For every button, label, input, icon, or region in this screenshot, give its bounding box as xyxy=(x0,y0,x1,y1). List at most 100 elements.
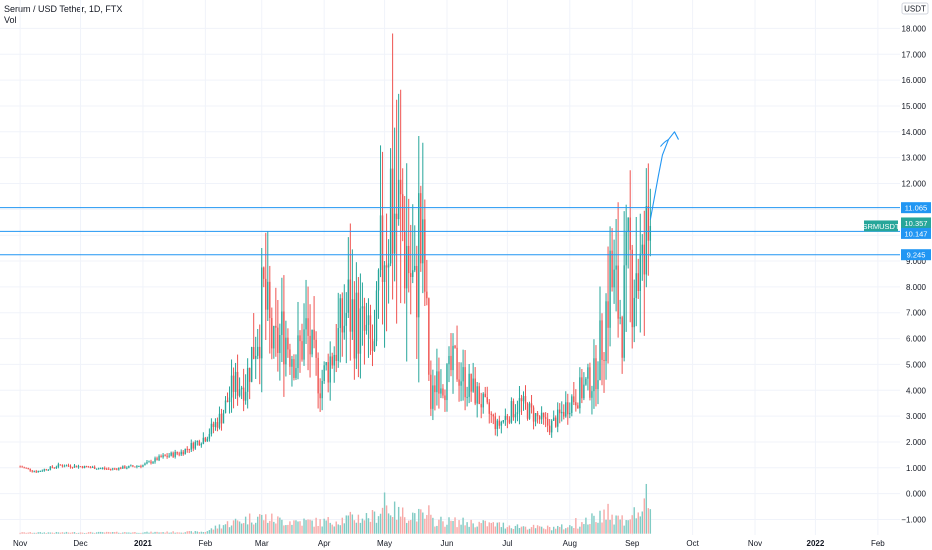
volume-bar xyxy=(420,509,422,534)
price-tag-label: 10.147 xyxy=(905,229,928,238)
candle-body xyxy=(399,179,402,195)
volume-bar xyxy=(162,532,164,534)
candle-body xyxy=(524,396,527,404)
time-axis[interactable]: Nov Dec 2021 Feb Mar Apr May Jun Jul Aug Sep Oct Nov… xyxy=(0,535,932,550)
volume-bar xyxy=(319,519,321,534)
volume-bar xyxy=(170,532,172,534)
arrow-curve xyxy=(649,131,680,220)
candle-body xyxy=(259,346,261,359)
candle-body xyxy=(546,418,549,426)
volume-bar xyxy=(208,530,211,534)
volume-bar xyxy=(603,509,605,534)
volume-bar xyxy=(71,532,74,534)
candle-body xyxy=(51,466,54,468)
volume-bar xyxy=(379,513,382,534)
volume-bar xyxy=(589,524,591,534)
candle-body xyxy=(252,347,255,359)
candle-body xyxy=(273,325,275,349)
candle-body xyxy=(373,341,376,351)
candle-body xyxy=(67,465,70,467)
candle-body xyxy=(311,329,313,355)
candle-body xyxy=(238,389,241,396)
volume-bar xyxy=(416,521,418,534)
volume-bar xyxy=(426,515,428,534)
candle-body xyxy=(53,467,56,469)
arrow-head xyxy=(660,139,669,147)
candle-body xyxy=(130,465,132,467)
candle-body xyxy=(99,468,102,470)
x-tick-label: Aug xyxy=(563,539,577,548)
volume-bar xyxy=(454,517,456,534)
volume-bar xyxy=(53,532,56,534)
volume-bar xyxy=(232,520,235,534)
candle-body xyxy=(496,420,499,430)
volume-bar xyxy=(178,532,180,534)
volume-bar xyxy=(311,520,313,534)
volume-bar xyxy=(446,524,448,534)
volume-bar xyxy=(542,528,545,534)
x-tick-label: 2022 xyxy=(807,539,825,548)
candle-body xyxy=(637,273,639,291)
candle-body xyxy=(93,466,96,469)
volume-bar xyxy=(391,517,394,534)
candle-body xyxy=(550,420,553,433)
volume-bar xyxy=(637,512,639,534)
volume-bar xyxy=(452,520,454,534)
volume-bar xyxy=(371,510,374,534)
volume-bar xyxy=(212,529,215,534)
candle-body xyxy=(299,335,301,342)
volume-bar xyxy=(186,531,188,534)
candle-body xyxy=(571,396,573,413)
candle-body xyxy=(605,301,607,362)
volume-bar xyxy=(190,531,192,534)
candle-body xyxy=(234,371,237,392)
candle-body xyxy=(313,329,315,340)
candle-body xyxy=(478,386,480,405)
candle-body xyxy=(462,367,464,382)
volume-bar xyxy=(534,528,537,534)
candle-body xyxy=(178,453,180,455)
chart-legend: Serum / USD Tether, 1D, FTX Vol xyxy=(4,4,122,26)
volume-bar xyxy=(41,532,43,534)
candle-body xyxy=(152,461,154,464)
volume-bar xyxy=(267,522,269,534)
candle-body xyxy=(23,467,25,469)
volume-bar xyxy=(488,522,490,534)
candle-body xyxy=(536,413,539,417)
price-axis[interactable]: USDT 18.000 17.000 16.000 15.000 14.000 13.000… xyxy=(900,0,932,535)
candle-body xyxy=(363,306,366,331)
candle-body xyxy=(534,413,537,422)
volume-bar xyxy=(418,508,420,534)
volume-bar xyxy=(228,527,231,534)
volume-bar xyxy=(206,531,209,534)
candle-body xyxy=(224,400,227,414)
candle-body xyxy=(504,415,507,421)
volume-bar xyxy=(597,522,599,534)
candle-body xyxy=(526,403,529,419)
volume-bar xyxy=(478,521,480,534)
symbol-title: Serum / USD Tether, 1D, FTX xyxy=(4,4,123,14)
volume-bar xyxy=(347,515,350,534)
volume-bar xyxy=(492,522,494,534)
volume-bar xyxy=(613,524,615,534)
volume-bar xyxy=(75,532,78,534)
volume-bar xyxy=(269,520,271,534)
candle-body xyxy=(190,443,192,450)
volume-bar xyxy=(293,520,295,534)
x-tick-label: Nov xyxy=(13,539,27,548)
volume-bar xyxy=(63,532,66,534)
candle-body xyxy=(208,433,211,439)
volume-bar xyxy=(194,531,197,534)
volume-bar xyxy=(172,531,174,534)
candle-body xyxy=(339,298,341,329)
candle-body xyxy=(202,437,205,444)
volume-bar xyxy=(287,524,289,534)
volume-bar xyxy=(67,532,70,534)
volume-bar xyxy=(625,520,627,534)
volume-bar xyxy=(168,532,170,534)
x-tick-label: Jul xyxy=(502,539,512,548)
candle-body xyxy=(83,465,86,469)
candle-body xyxy=(468,373,470,397)
volume-bar xyxy=(252,524,255,534)
